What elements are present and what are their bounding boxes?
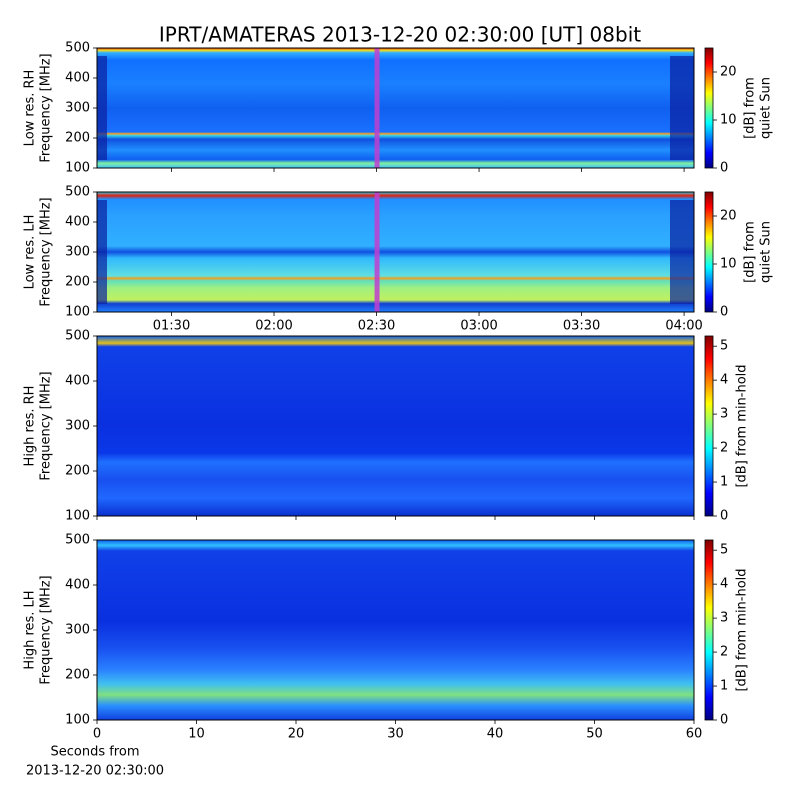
y-tick-label: 100 <box>65 509 90 524</box>
edge-strip <box>97 200 107 304</box>
colorbar-tick-label: 5 <box>720 543 728 558</box>
colorbar-label: quiet Sun <box>759 77 774 139</box>
y-tick-label: 500 <box>65 533 90 548</box>
colorbar-tick-label: 3 <box>720 407 728 422</box>
y-tick-label: 100 <box>65 161 90 176</box>
y-tick-label: 300 <box>65 245 90 260</box>
colorbar-tick-label: 20 <box>720 209 737 224</box>
y-tick-label: 400 <box>65 578 90 593</box>
spectrogram-image <box>97 540 694 720</box>
x-tick-label: 02:30 <box>358 319 395 334</box>
spectrogram-image <box>97 336 694 516</box>
y-axis-label: Frequency [MHz] <box>39 197 54 306</box>
spectrogram-image <box>97 192 694 312</box>
x-tick-label: 01:30 <box>153 319 190 334</box>
x-tick-label: 30 <box>387 727 404 742</box>
y-axis-label: Frequency [MHz] <box>39 53 54 162</box>
colorbar-tick-label: 2 <box>720 645 728 660</box>
x-axis-label: Seconds from <box>50 745 139 760</box>
colorbar-tick-label: 0 <box>720 713 728 728</box>
colorbar-label: [dB] from min-hold <box>735 364 750 487</box>
colorbar-tick-label: 3 <box>720 611 728 626</box>
colorbar-tick-label: 4 <box>720 577 728 592</box>
colorbar <box>704 335 714 517</box>
x-tick-label: 0 <box>93 727 101 742</box>
y-axis-label: Low res. RH <box>23 70 38 147</box>
colorbar-tick-label: 10 <box>720 257 737 272</box>
y-tick-label: 500 <box>65 185 90 200</box>
y-tick-label: 100 <box>65 305 90 320</box>
x-axis-label: 2013-12-20 02:30:00 <box>26 764 164 779</box>
y-tick-label: 200 <box>65 131 90 146</box>
colorbar-tick-label: 10 <box>720 113 737 128</box>
y-tick-label: 200 <box>65 275 90 290</box>
x-tick-label: 40 <box>487 727 504 742</box>
y-tick-label: 200 <box>65 668 90 683</box>
y-tick-label: 200 <box>65 464 90 479</box>
edge-strip <box>97 56 107 160</box>
colorbar <box>704 191 714 313</box>
colorbar-tick-label: 1 <box>720 679 728 694</box>
y-tick-label: 300 <box>65 101 90 116</box>
y-tick-label: 100 <box>65 713 90 728</box>
y-axis-label: Frequency [MHz] <box>39 371 54 480</box>
x-tick-label: 03:30 <box>563 319 600 334</box>
colorbar-tick-label: 2 <box>720 441 728 456</box>
highlight-band <box>374 192 380 312</box>
highlight-band <box>374 48 380 168</box>
y-axis-label: Low res. LH <box>23 215 38 290</box>
y-tick-label: 500 <box>65 41 90 56</box>
y-axis-label: Frequency [MHz] <box>39 575 54 684</box>
x-tick-label: 20 <box>288 727 305 742</box>
x-tick-label: 03:00 <box>460 319 497 334</box>
x-tick-label: 50 <box>586 727 603 742</box>
spectrogram-image <box>97 48 694 168</box>
edge-strip <box>670 56 694 160</box>
colorbar-tick-label: 5 <box>720 339 728 354</box>
colorbar-tick-label: 4 <box>720 373 728 388</box>
y-tick-label: 300 <box>65 419 90 434</box>
chart-title: IPRT/AMATERAS 2013-12-20 02:30:00 [UT] 0… <box>159 23 641 47</box>
colorbar-tick-label: 0 <box>720 305 728 320</box>
y-tick-label: 400 <box>65 215 90 230</box>
x-tick-label: 02:00 <box>255 319 292 334</box>
y-axis-label: High res. RH <box>23 386 38 467</box>
edge-strip <box>670 200 694 304</box>
colorbar-label: quiet Sun <box>759 221 774 283</box>
colorbar-tick-label: 0 <box>720 161 728 176</box>
x-tick-label: 10 <box>188 727 205 742</box>
y-tick-label: 400 <box>65 374 90 389</box>
colorbar-tick-label: 0 <box>720 509 728 524</box>
x-tick-label: 60 <box>686 727 703 742</box>
colorbar <box>704 539 714 721</box>
colorbar-label: [dB] from min-hold <box>735 568 750 691</box>
y-axis-label: High res. LH <box>23 590 38 669</box>
y-tick-label: 400 <box>65 71 90 86</box>
colorbar-tick-label: 1 <box>720 475 728 490</box>
colorbar-label: [dB] from <box>743 77 758 139</box>
colorbar-tick-label: 20 <box>720 65 737 80</box>
colorbar-label: [dB] from <box>743 221 758 283</box>
y-tick-label: 300 <box>65 623 90 638</box>
colorbar <box>704 47 714 169</box>
y-tick-label: 500 <box>65 329 90 344</box>
x-tick-label: 04:00 <box>665 319 702 334</box>
